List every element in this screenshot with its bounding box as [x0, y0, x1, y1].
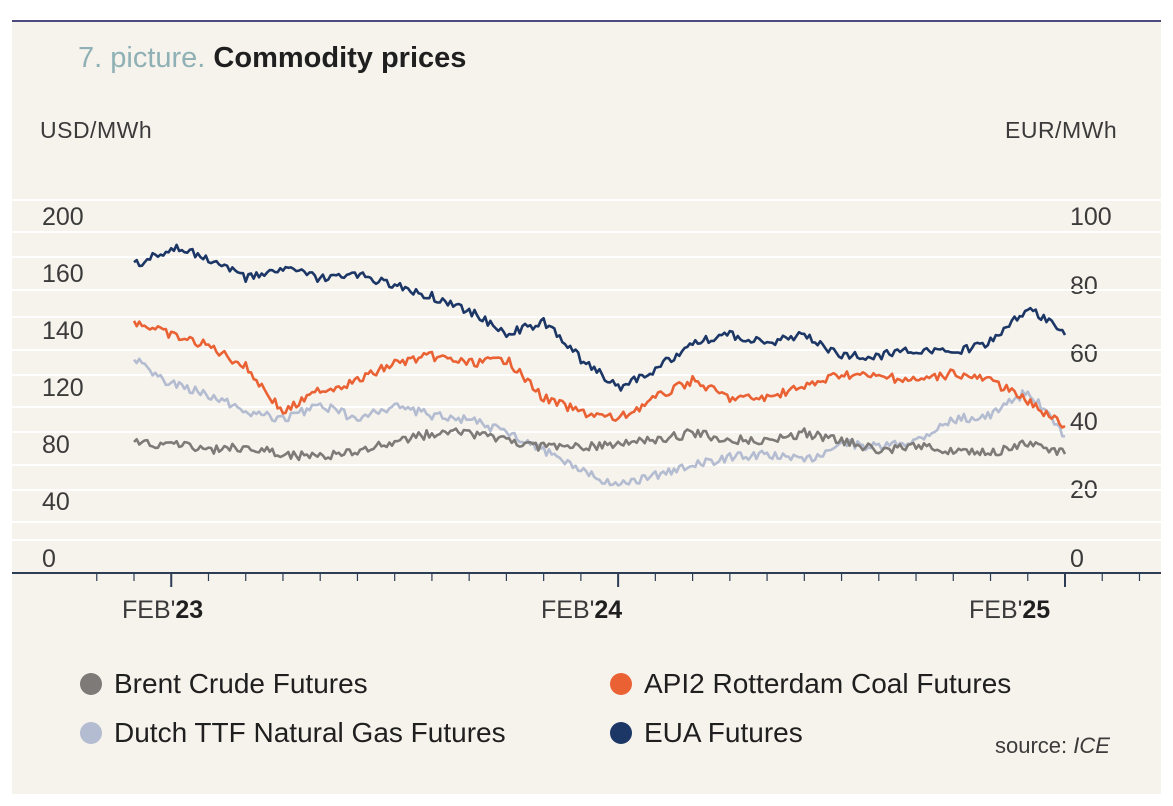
- legend-dot: [80, 673, 102, 695]
- series-line-api2-rotterdam-coal-futures: [132, 320, 1066, 429]
- frame-margin: [0, 20, 12, 792]
- legend-item-coal: API2 Rotterdam Coal Futures: [610, 668, 1011, 700]
- legend-item-ttf: Dutch TTF Natural Gas Futures: [80, 717, 506, 749]
- right-tick-label: 0: [1070, 545, 1084, 573]
- legend-dot: [610, 673, 632, 695]
- chart-title: 7. picture. Commodity prices: [78, 42, 466, 75]
- legend-label: Dutch TTF Natural Gas Futures: [114, 717, 506, 748]
- right-axis-unit: EUR/MWh: [1005, 117, 1118, 143]
- left-tick-label: 120: [42, 374, 84, 402]
- legend-dot: [80, 722, 102, 744]
- left-tick-label: 0: [42, 545, 56, 573]
- right-tick-label: 80: [1070, 272, 1098, 300]
- legend-item-brent: Brent Crude Futures: [80, 668, 368, 700]
- x-axis-label: FEB'24: [541, 596, 623, 624]
- legend-label: API2 Rotterdam Coal Futures: [644, 668, 1012, 699]
- title-text: Commodity prices: [213, 42, 467, 74]
- series-line-eua-futures: [133, 243, 1067, 392]
- legend-dot: [610, 722, 632, 744]
- left-tick-label: 40: [42, 488, 70, 516]
- left-tick-label: 140: [42, 317, 84, 345]
- right-tick-label: 100: [1070, 203, 1112, 231]
- left-axis-unit: USD/MWh: [40, 117, 153, 143]
- legend-label: EUA Futures: [644, 717, 803, 748]
- legend-label: Brent Crude Futures: [114, 668, 368, 699]
- left-tick-label: 160: [42, 260, 84, 288]
- left-tick-label: 200: [42, 203, 84, 231]
- left-tick-label: 80: [42, 431, 70, 459]
- x-axis-label: FEB'23: [122, 596, 204, 624]
- right-tick-label: 60: [1070, 340, 1098, 368]
- series-line-brent-crude-futures: [133, 427, 1067, 462]
- title-prefix: 7. picture.: [78, 42, 206, 74]
- legend-item-eua: EUA Futures: [610, 717, 803, 749]
- x-axis-label: FEB'25: [969, 596, 1051, 624]
- source-note: source: ICE: [995, 733, 1110, 758]
